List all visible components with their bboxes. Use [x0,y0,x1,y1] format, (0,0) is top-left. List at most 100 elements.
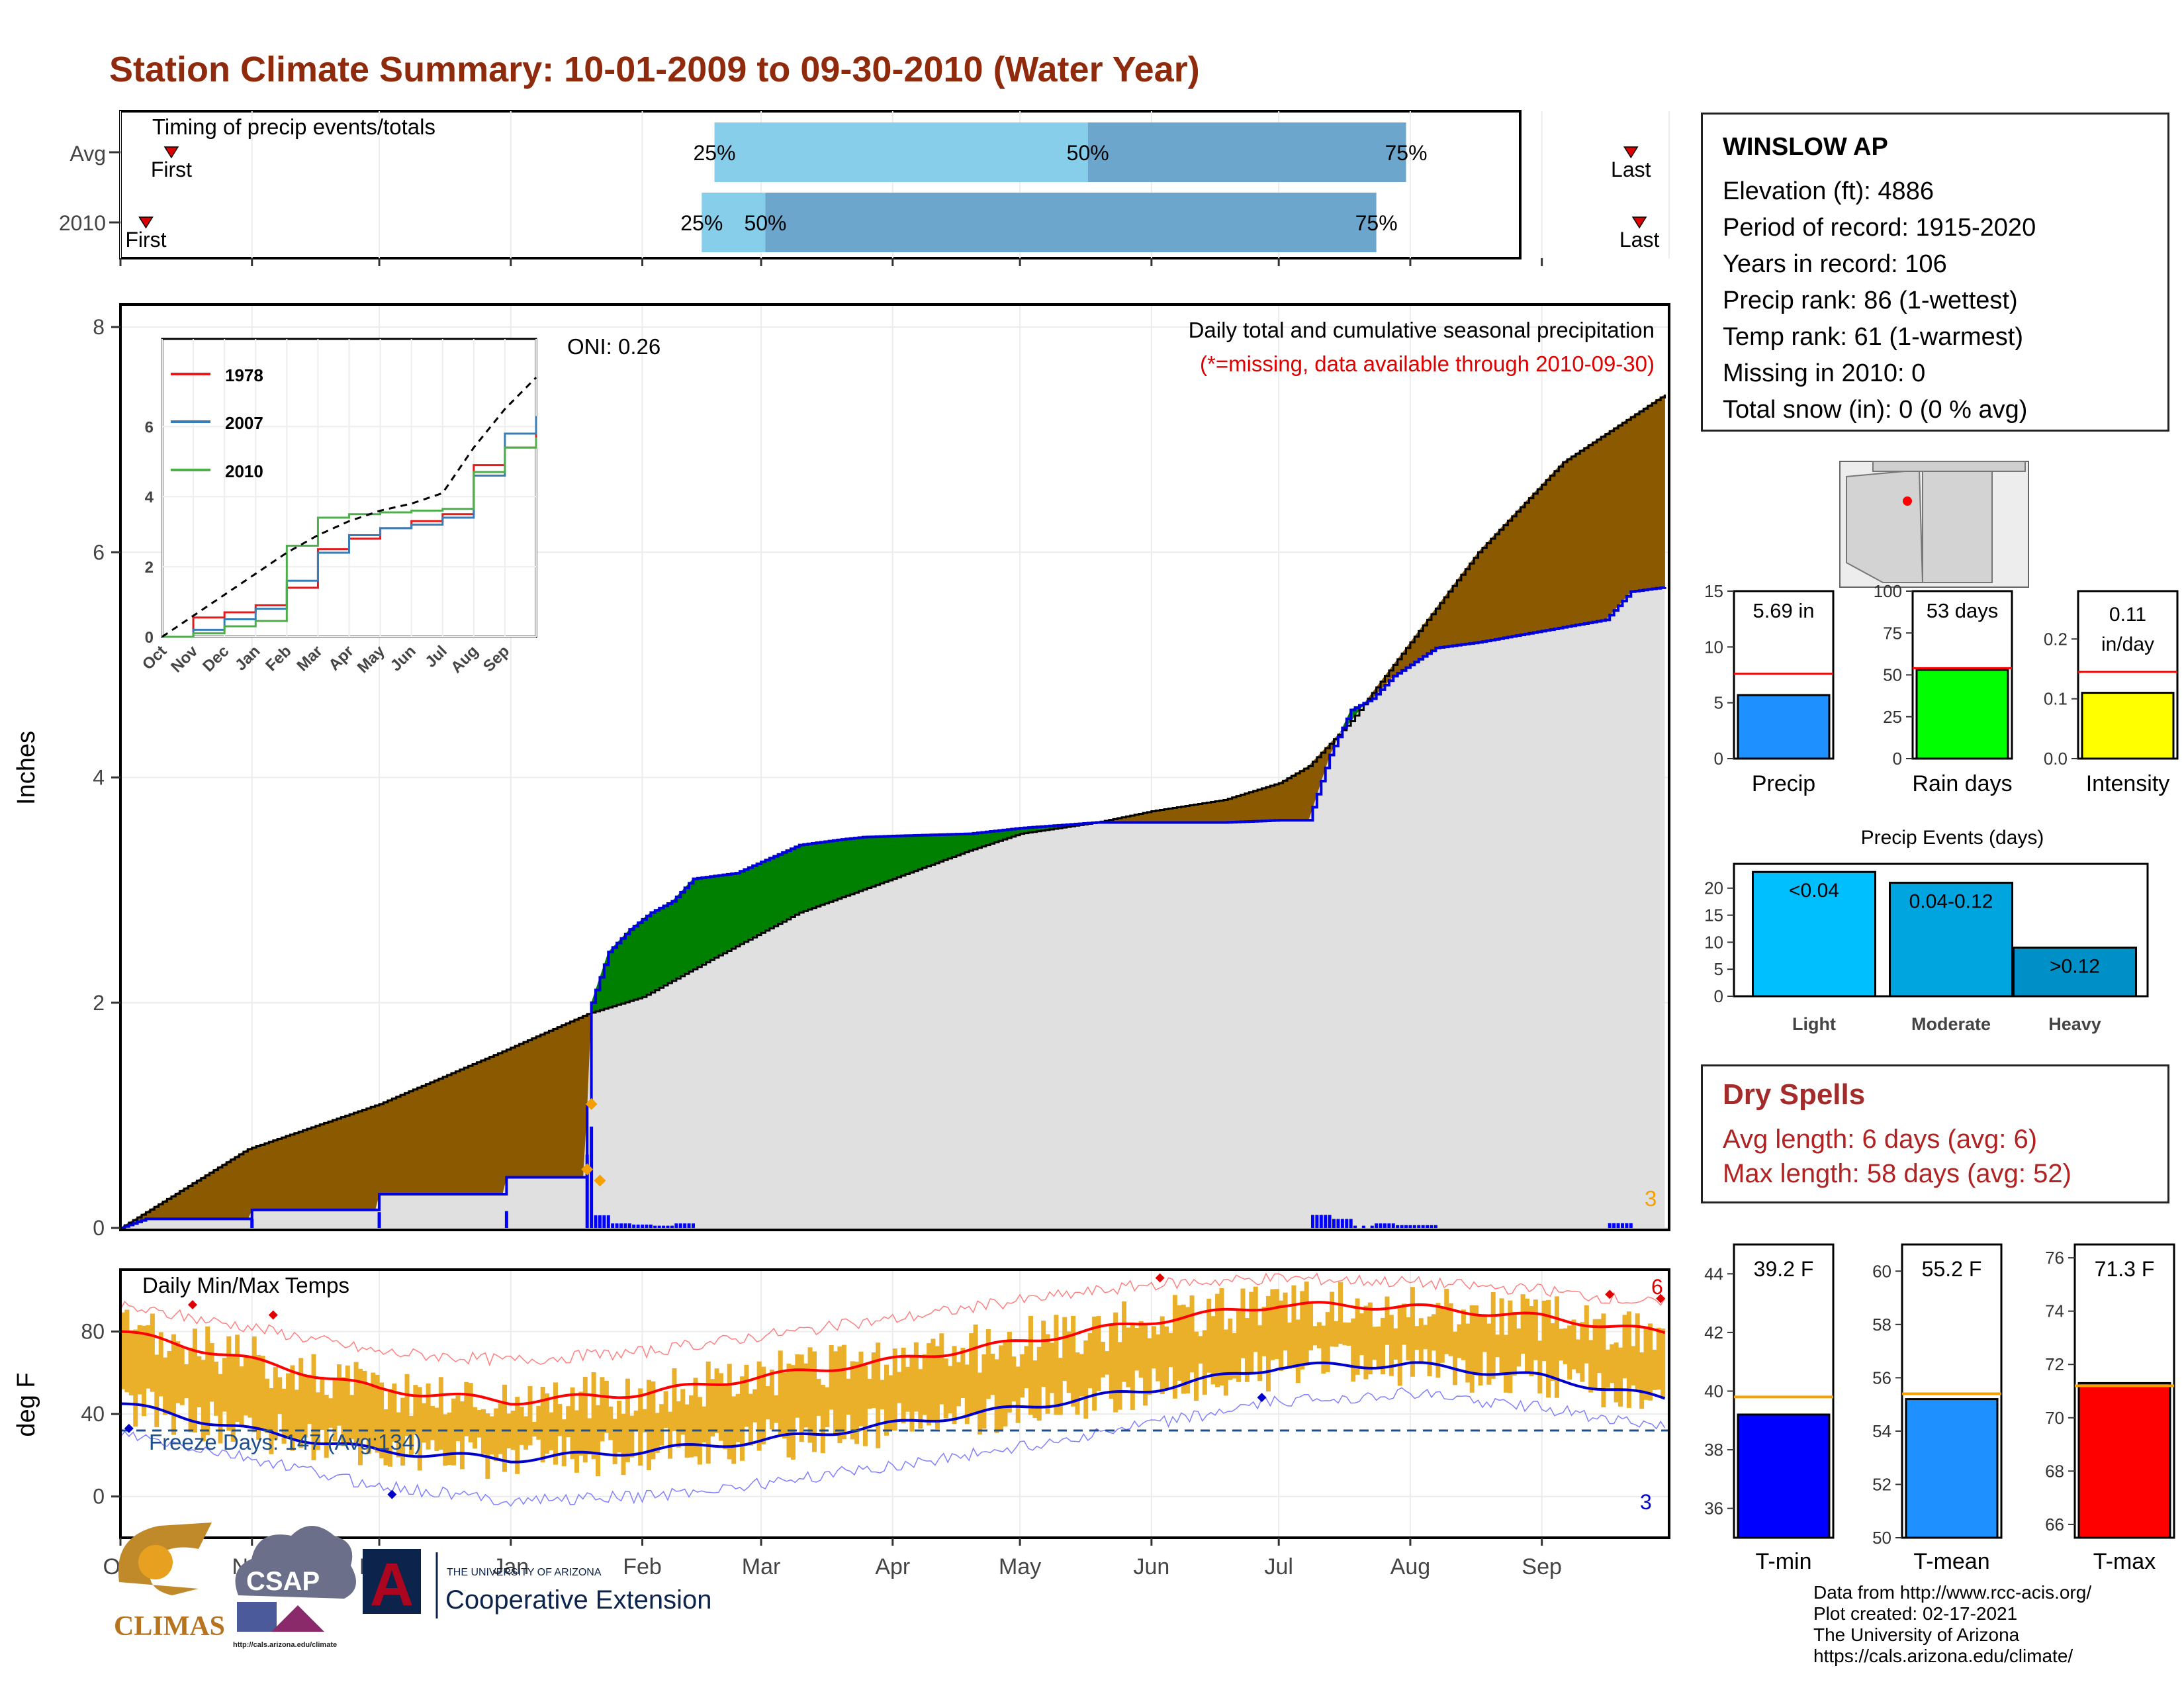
csap-bars-icon [237,1602,277,1632]
daily-temp-range-bar [349,1395,355,1440]
daily-temp-range-bar [1410,1287,1415,1377]
precip-departure-segment [442,1074,447,1195]
precip-departure-segment [472,1062,477,1195]
precip-departure-segment [392,1096,397,1195]
temp-panel-frame [119,1268,1670,1539]
daily-temp-range-bar [1041,1321,1046,1387]
daily-temp-range-bar [1172,1295,1177,1399]
events-tick-label: 0 [1714,986,1723,1006]
csap-url: http://cals.arizona.edu/climate [233,1641,337,1649]
daily-temp-range-bar [1559,1329,1564,1361]
temp-summary-tick-label: 42 [1704,1323,1723,1342]
dry-spells-max: Max length: 58 days (avg: 52) [1723,1159,2071,1188]
inset-y-tick-label: 6 [145,418,154,436]
daily-temp-range-bar [1482,1314,1487,1352]
precip-departure-segment [778,852,783,925]
daily-temp-range-bar [1490,1291,1496,1379]
daily-temp-range-bar [876,1342,881,1448]
record-min-temp-line [120,1387,1666,1507]
temp-y-tick-label: 0 [93,1485,105,1509]
record-marker [1155,1273,1165,1283]
daily-precip-bar [1379,1223,1383,1228]
daily-temp-range-bar [311,1354,316,1460]
precip-departure-segment [1490,534,1496,641]
precip-departure-segment [251,1146,257,1211]
locator-map [1839,461,2029,588]
precip-departure-segment [1214,800,1220,823]
precip-departure-segment [430,1080,435,1195]
daily-temp-range-bar [1478,1315,1483,1385]
daily-temp-range-bar [171,1334,176,1435]
daily-temp-range-bar [765,1385,770,1420]
daily-temp-range-bar [408,1415,414,1455]
temp-month-label: Jul [1264,1554,1293,1579]
temp-summary-value-label: 55.2 F [1922,1257,1982,1281]
daily-temp-range-bar [862,1365,868,1446]
precip-departure-segment [748,865,753,940]
temp-summary-t-mean: 50 52 54 56 58 60 55.2 F T-mean [1872,1243,2003,1574]
precip-departure-segment [396,1094,401,1195]
precip-departure-segment [1503,520,1508,638]
precip-y-tick-label: 4 [93,766,105,790]
precip-y-axis: 0 2 4 6 8 [93,315,120,1240]
temp-panel-label: Daily Min/Max Temps [142,1273,349,1297]
precip-departure-segment [1295,771,1300,821]
temp-summary-tick-label: 52 [1872,1474,1891,1494]
daily-temp-range-bar [1283,1292,1288,1351]
daily-temp-range-bar [1414,1326,1420,1350]
daily-temp-range-bar [825,1387,830,1428]
daily-precip-bar [1370,1225,1374,1228]
daily-temp-range-bar [248,1356,253,1418]
daily-precip-bar [1349,1219,1353,1228]
daily-temp-range-bar [345,1365,350,1443]
timing-p75-label: 75% [1385,141,1427,165]
daily-temp-range-bar [1240,1288,1246,1358]
daily-temp-range-bar [752,1389,758,1423]
daily-temp-range-bar [727,1364,732,1460]
precip-departure-segment [349,1112,354,1211]
daily-temp-range-bar [960,1347,966,1398]
daily-temp-range-bar [1304,1281,1309,1366]
precip-departure-segment [1181,806,1186,823]
temp-summary-tick-label: 74 [2045,1301,2064,1321]
daily-precip-bar [504,1211,508,1228]
daily-precip-bar [1433,1225,1437,1228]
precip-departure-segment [646,912,651,996]
daily-temp-range-bar [1223,1329,1228,1396]
daily-temp-range-bar [1279,1300,1284,1372]
events-tick-label: 15 [1704,906,1723,925]
daily-temp-range-bar [1206,1298,1212,1373]
map-state-arizona [1846,469,1924,583]
daily-temp-range-bar [366,1385,371,1454]
daily-precip-bar [1426,1225,1430,1228]
daily-temp-range-bar [591,1372,596,1460]
daily-temp-range-bar [324,1395,329,1458]
precip-departure-segment [773,854,778,927]
precip-departure-segment [561,1023,567,1178]
precip-departure-segment [1469,557,1475,644]
daily-temp-range-bar [218,1374,223,1444]
timing-p25-label: 25% [680,211,723,235]
timing-p25-label: 25% [694,141,736,165]
daily-temp-range-bar [782,1372,788,1438]
daily-temp-range-bar [264,1378,269,1433]
precip-departure-segment [1550,471,1555,630]
temp-summary-value-label: 39.2 F [1754,1257,1814,1281]
daily-temp-range-bar [918,1369,923,1429]
precip-departure-segment [705,876,711,963]
temp-summary-tick-label: 70 [2045,1408,2064,1428]
daily-temp-range-bar [1469,1305,1475,1393]
daily-temp-range-bar [1020,1354,1025,1398]
daily-temp-range-bar [302,1376,308,1438]
average-cumulative-line [120,395,1666,1229]
daily-temp-range-bar [438,1377,443,1450]
daily-temp-range-bar [379,1382,385,1459]
daily-temp-range-bar [850,1361,855,1440]
daily-temp-range-bar [1071,1315,1076,1407]
precip-departure-segment [693,878,698,970]
precip-departure-segment [1210,801,1216,823]
timing-texts: 25% 50% 75% First Last 25% 50% 75% First Last [125,141,1659,252]
mini-bar-rain-days: 0 25 50 75 100 53 days Rain days [1874,581,2013,796]
precip-departure-segment [799,844,804,914]
temp-month-label: Aug [1390,1554,1431,1579]
